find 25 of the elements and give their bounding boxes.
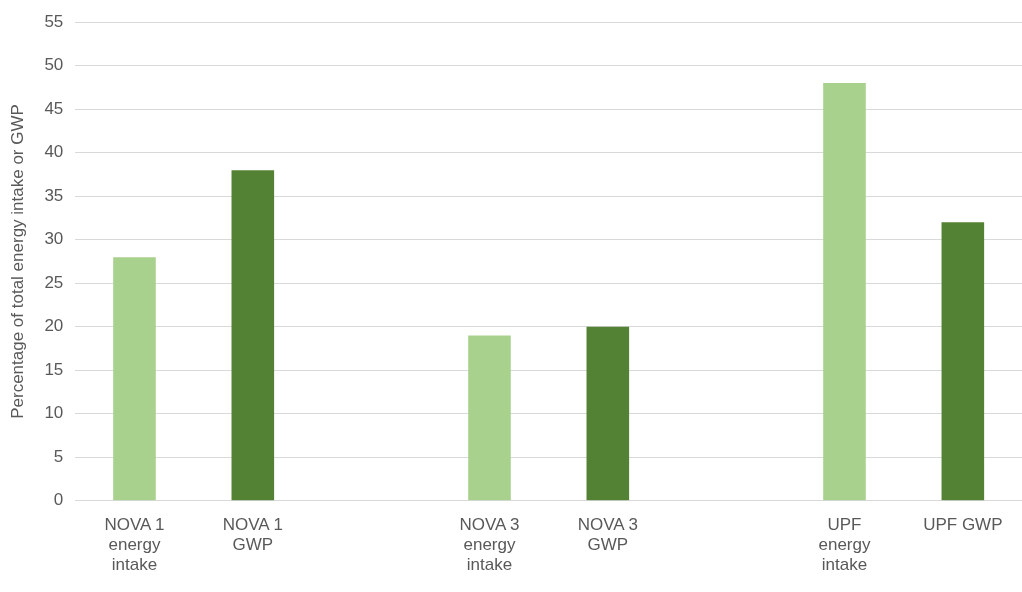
bar xyxy=(823,83,866,501)
bar xyxy=(231,170,275,501)
y-tick-label: 50 xyxy=(44,55,64,75)
y-tick-label: 0 xyxy=(53,490,64,510)
x-tick-label: NOVA 3 GWP xyxy=(577,514,638,555)
y-tick-label: 35 xyxy=(44,185,64,205)
x-tick-label: NOVA 1 energy intake xyxy=(104,514,165,575)
y-axis-title: Percentage of total energy intake or GWP xyxy=(7,104,27,419)
y-tick-label: 20 xyxy=(44,316,64,336)
x-tick-label: NOVA 3 energy intake xyxy=(459,514,520,575)
y-tick-label: 55 xyxy=(44,11,64,31)
bar xyxy=(941,222,985,501)
y-tick-label: 15 xyxy=(44,359,64,379)
y-tick-label: 30 xyxy=(44,229,64,249)
y-tick-label: 5 xyxy=(53,446,64,466)
y-tick-label: 45 xyxy=(44,98,64,118)
x-tick-label: UPF GWP xyxy=(923,514,1003,534)
y-tick-label: 40 xyxy=(44,142,64,162)
y-tick-label: 10 xyxy=(44,403,64,423)
y-tick-label: 25 xyxy=(44,272,64,292)
bar xyxy=(468,335,511,501)
bar xyxy=(113,257,156,501)
bar xyxy=(586,326,630,501)
x-tick-label: UPF energy intake xyxy=(818,514,871,575)
x-tick-label: NOVA 1 GWP xyxy=(222,514,283,555)
